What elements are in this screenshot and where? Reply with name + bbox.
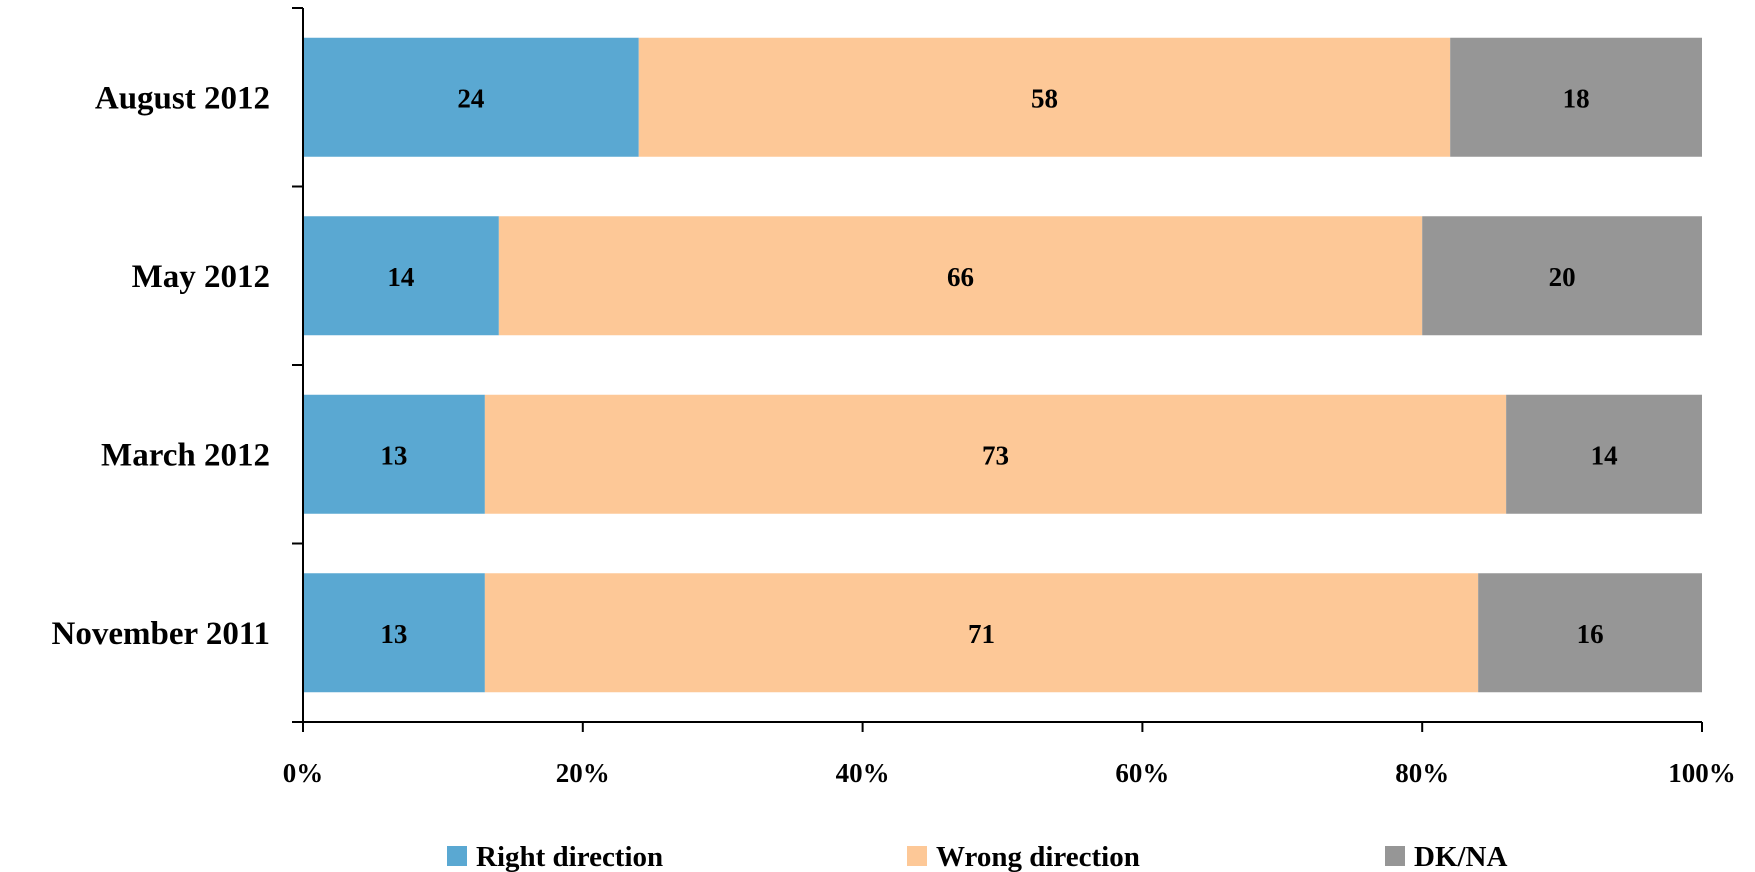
data-label: 58 <box>1031 83 1058 113</box>
bar-area: 24 58 18 14 66 20 13 73 14 13 71 16 <box>303 37 1702 693</box>
legend-swatch <box>907 846 927 866</box>
legend-label: Wrong direction <box>936 841 1140 872</box>
legend-label: DK/NA <box>1414 841 1508 872</box>
category-label: March 2012 <box>101 437 270 473</box>
bar-segment <box>1478 573 1702 693</box>
x-tick-label: 20% <box>556 758 610 788</box>
category-label: November 2011 <box>52 616 270 652</box>
bar-segment <box>1450 37 1702 157</box>
x-tick-label: 0% <box>283 758 324 788</box>
data-label: 13 <box>380 440 407 470</box>
bar-segment <box>484 573 1479 693</box>
bar-segment <box>1422 216 1702 336</box>
legend: Right direction Wrong direction DK/NA <box>447 841 1508 872</box>
bar-segment <box>1506 394 1702 514</box>
x-tick-label: 40% <box>836 758 890 788</box>
data-label: 18 <box>1563 83 1590 113</box>
bar-segment <box>303 573 485 693</box>
bar-segment <box>303 37 639 157</box>
data-label: 66 <box>947 262 974 292</box>
bar-segment <box>484 394 1507 514</box>
legend-label: Right direction <box>476 841 663 872</box>
x-tick-label: 80% <box>1395 758 1449 788</box>
data-label: 14 <box>387 262 414 292</box>
axes: August 2012 May 2012 March 2012 November 20… <box>52 7 1736 788</box>
legend-swatch <box>447 846 467 866</box>
bar-segment <box>638 37 1451 157</box>
bar-segment <box>303 216 499 336</box>
x-tick-label: 60% <box>1115 758 1169 788</box>
data-label: 16 <box>1577 619 1604 649</box>
data-label: 24 <box>457 83 484 113</box>
legend-swatch <box>1385 846 1405 866</box>
bar-segment <box>303 394 485 514</box>
category-label: August 2012 <box>95 80 270 116</box>
data-label: 20 <box>1549 262 1576 292</box>
category-label: May 2012 <box>132 259 270 295</box>
data-label: 73 <box>982 440 1009 470</box>
x-tick-label: 100% <box>1668 758 1736 788</box>
data-label: 13 <box>380 619 407 649</box>
data-label: 14 <box>1591 440 1618 470</box>
data-label: 71 <box>968 619 995 649</box>
bar-segment <box>498 216 1423 336</box>
